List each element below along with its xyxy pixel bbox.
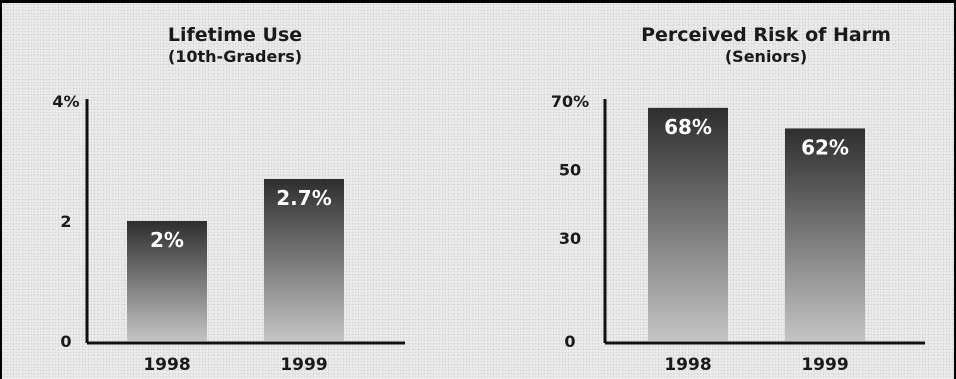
data-label-1998: 2% xyxy=(150,228,184,252)
chart-title: Lifetime Use xyxy=(168,24,302,46)
data-label-1998: 68% xyxy=(664,115,712,139)
y-tick-label: 0 xyxy=(564,332,575,351)
y-tick-labels: 0 2 4% xyxy=(52,92,79,351)
frame-border-top xyxy=(0,0,956,3)
bars-group: 2% 2.7% xyxy=(127,179,344,341)
chart-subtitle: (Seniors) xyxy=(725,47,807,66)
frame-border-right xyxy=(954,0,956,379)
frame-border-left xyxy=(0,0,2,379)
y-tick-label: 30 xyxy=(559,229,581,248)
chart-perceived-risk: Perceived Risk of Harm (Seniors) 68%62% … xyxy=(551,24,925,375)
chart-lifetime-use: Lifetime Use (10th-Graders) 2%2.7% 024% … xyxy=(52,24,405,375)
x-tick-label-1998: 1998 xyxy=(143,355,190,375)
bars-group: 68% 62% xyxy=(648,107,865,341)
y-tick-label: 50 xyxy=(559,161,581,180)
x-tick-label-1999: 1999 xyxy=(280,355,327,375)
chart-title: Perceived Risk of Harm xyxy=(641,24,891,46)
y-tick-label: 0 xyxy=(60,332,71,351)
y-tick-labels: 0 30 50 70% xyxy=(551,92,589,351)
x-tick-labels: 1998 1999 xyxy=(143,355,327,375)
chart-subtitle: (10th-Graders) xyxy=(168,47,302,66)
y-tick-label: 4% xyxy=(52,92,79,111)
bar-1998 xyxy=(648,107,728,341)
x-tick-labels: 1998 1999 xyxy=(664,355,848,375)
bar-1998 xyxy=(127,221,207,341)
bar-1999 xyxy=(785,128,865,341)
y-tick-label: 2 xyxy=(60,212,71,231)
data-label-1999: 62% xyxy=(801,135,849,159)
y-tick-label: 70% xyxy=(551,92,589,111)
bar-1999 xyxy=(264,179,344,341)
data-label-1999: 2.7% xyxy=(276,186,331,210)
x-tick-label-1998: 1998 xyxy=(664,355,711,375)
x-tick-label-1999: 1999 xyxy=(801,355,848,375)
